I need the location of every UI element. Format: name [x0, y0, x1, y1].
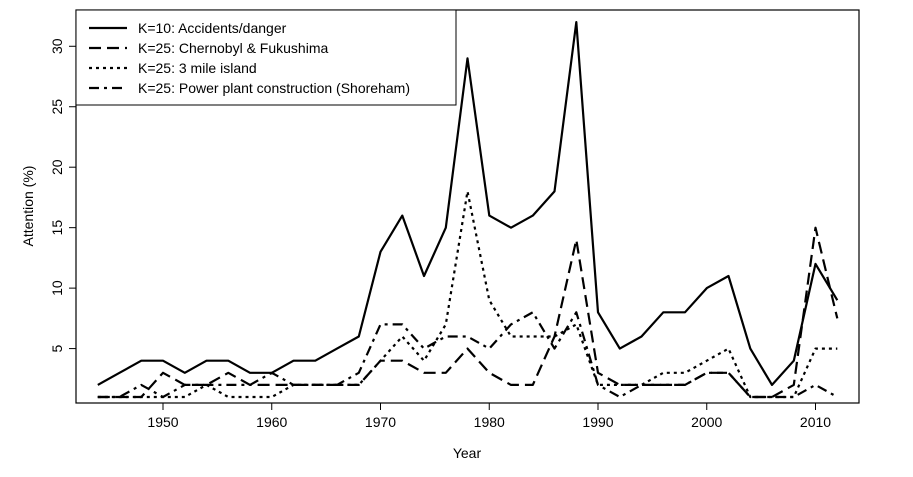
legend-label-4: K=25: Power plant construction (Shoreham…	[138, 80, 410, 96]
y-tick-label: 25	[49, 99, 65, 115]
axis-layer: 1950 1960 1970 1980 1990 2000 2010 5 10 15 20 25 30	[49, 38, 831, 430]
x-axis-title: Year	[453, 445, 482, 461]
y-axis-title: Attention (%)	[20, 166, 36, 247]
y-tick-label: 15	[49, 220, 65, 236]
x-tick-label: 2000	[691, 414, 722, 430]
series-layer	[97, 21, 839, 399]
x-tick-label: 2010	[800, 414, 831, 430]
x-tick-label: 1970	[365, 414, 396, 430]
x-tick-label: 1980	[474, 414, 505, 430]
legend-label-2: K=25: Chernobyl & Fukushima	[138, 40, 328, 56]
series-line-1	[97, 21, 839, 386]
x-tick-label: 1950	[147, 414, 178, 430]
y-tick-label: 5	[49, 344, 65, 352]
legend-label-3: K=25: 3 mile island	[138, 60, 257, 76]
series-line-4	[97, 311, 838, 399]
legend: K=10: Accidents/danger K=25: Chernobyl & …	[75, 9, 457, 106]
series-line-2	[97, 226, 839, 399]
legend-label-1: K=10: Accidents/danger	[138, 20, 287, 36]
plot-frame	[75, 9, 860, 404]
y-tick-label: 10	[49, 280, 65, 296]
x-tick-label: 1960	[256, 414, 287, 430]
y-tick-label: 20	[49, 159, 65, 175]
legend-box	[75, 9, 457, 106]
series-line-3	[97, 190, 838, 399]
x-tick-label: 1990	[582, 414, 613, 430]
y-tick-label: 30	[49, 38, 65, 54]
